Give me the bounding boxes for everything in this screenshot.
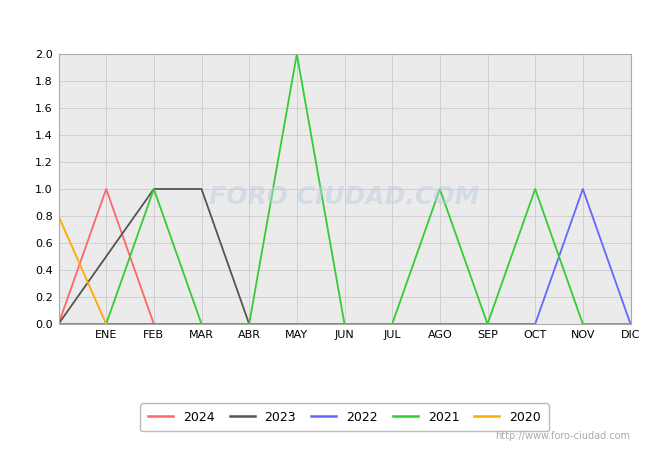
Text: http://www.foro-ciudad.com: http://www.foro-ciudad.com — [495, 431, 630, 441]
Text: FORO CIUDAD.COM: FORO CIUDAD.COM — [209, 185, 480, 209]
Legend: 2024, 2023, 2022, 2021, 2020: 2024, 2023, 2022, 2021, 2020 — [140, 403, 549, 431]
Text: Matriculaciones de Vehiculos en Galve: Matriculaciones de Vehiculos en Galve — [166, 11, 484, 29]
